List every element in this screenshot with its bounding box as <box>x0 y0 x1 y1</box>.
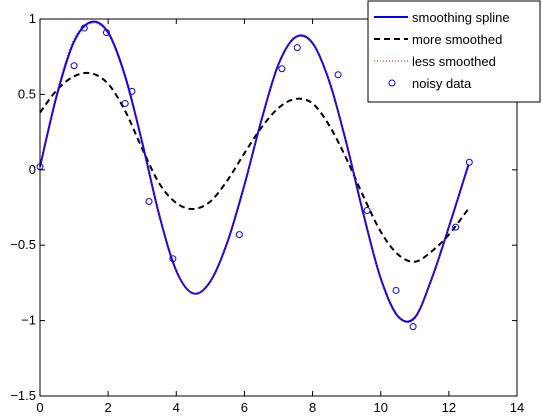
data-point-noisy-data-13 <box>392 286 400 294</box>
data-point-noisy-data-14 <box>409 323 417 331</box>
data-point-noisy-data-15 <box>452 223 460 231</box>
y-tick-label-0: −1.5 <box>10 388 36 403</box>
data-point-noisy-data-2 <box>80 24 88 32</box>
data-point-noisy-data-7 <box>169 255 177 263</box>
legend: smoothing spline more smoothed less smooth… <box>367 0 541 103</box>
data-point-noisy-data-12 <box>363 207 371 215</box>
x-tick-label-6: 12 <box>442 400 456 415</box>
data-point-noisy-data-10 <box>293 44 301 52</box>
x-tick-label-1: 2 <box>105 400 112 415</box>
series-line-less-smoothed <box>39 22 469 324</box>
x-tick-label-4: 8 <box>309 400 316 415</box>
x-tick-label-2: 4 <box>173 400 180 415</box>
legend-label-smoothing-spline: smoothing spline <box>412 10 510 25</box>
axes-frame <box>39 18 518 397</box>
y-tick-label-4: 0.5 <box>18 86 36 101</box>
data-point-noisy-data-11 <box>334 71 342 79</box>
data-point-noisy-data-1 <box>70 62 78 70</box>
legend-label-noisy-data: noisy data <box>412 76 472 91</box>
x-tick-label-0: 0 <box>36 400 43 415</box>
legend-marker-noisy-data <box>388 79 396 87</box>
data-point-noisy-data-6 <box>145 197 153 205</box>
data-point-noisy-data-3 <box>102 29 110 37</box>
data-point-noisy-data-16 <box>465 158 473 166</box>
axes: 0 2 4 6 8 10 12 14 −1.5 −1 −0.5 0 0.5 1 <box>10 11 524 415</box>
y-tick-label-5: 1 <box>29 11 36 26</box>
y-tick-label-2: −0.5 <box>10 237 36 252</box>
data-point-noisy-data-9 <box>278 65 286 73</box>
y-tick-label-1: −1 <box>21 313 36 328</box>
x-tick-label-5: 10 <box>373 400 387 415</box>
plot-area <box>36 20 473 331</box>
x-tick-label-3: 6 <box>241 400 248 415</box>
y-tick-label-3: 0 <box>29 162 36 177</box>
x-tick-label-7: 14 <box>510 400 524 415</box>
legend-label-more-smoothed: more smoothed <box>412 32 502 47</box>
data-point-noisy-data-4 <box>121 99 129 107</box>
data-point-noisy-data-5 <box>128 87 136 95</box>
series-line-more-smoothed <box>39 71 470 263</box>
data-point-noisy-data-8 <box>235 231 243 239</box>
legend-label-less-smoothed: less smoothed <box>412 54 496 69</box>
